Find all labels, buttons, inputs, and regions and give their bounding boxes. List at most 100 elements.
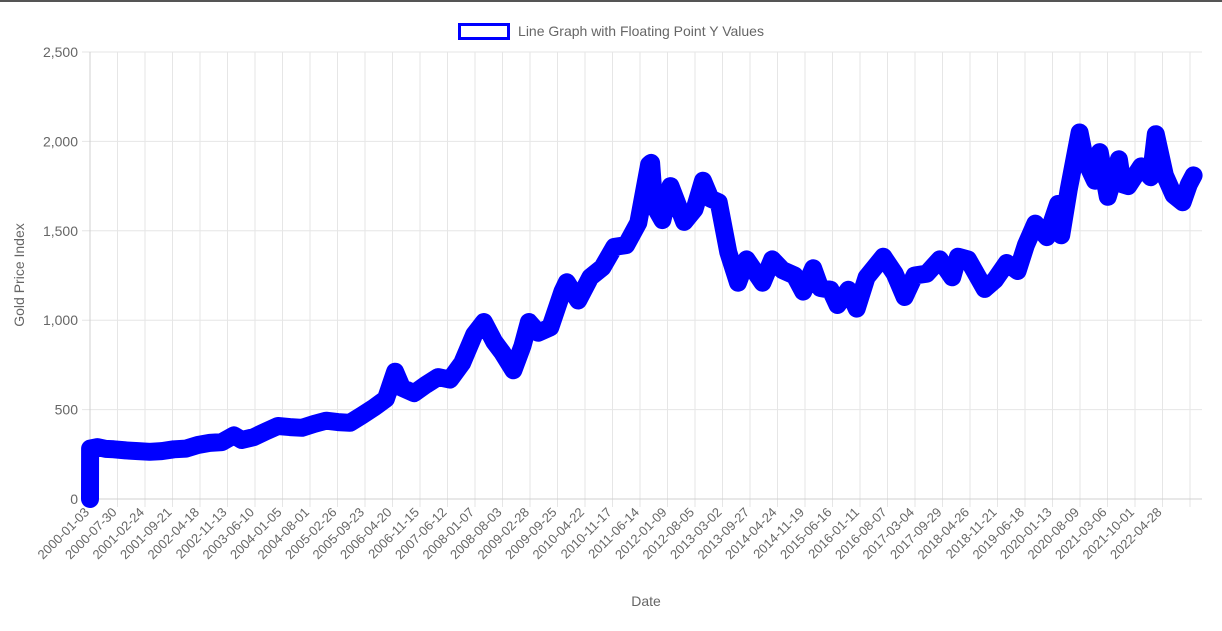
data-point[interactable]	[467, 327, 482, 342]
data-point[interactable]	[1061, 182, 1076, 197]
data-point[interactable]	[543, 320, 558, 335]
data-point[interactable]	[202, 435, 217, 450]
data-point[interactable]	[731, 275, 745, 290]
data-point[interactable]	[246, 430, 261, 445]
data-point[interactable]	[106, 442, 121, 457]
data-point[interactable]	[755, 275, 770, 290]
data-point[interactable]	[787, 268, 802, 283]
data-point[interactable]	[142, 444, 157, 459]
data-point[interactable]	[711, 195, 726, 210]
data-point[interactable]	[897, 290, 912, 304]
data-point[interactable]	[571, 293, 586, 308]
data-point[interactable]	[431, 370, 445, 385]
data-point[interactable]	[655, 213, 670, 228]
data-point[interactable]	[270, 419, 285, 433]
data-point[interactable]	[1039, 230, 1054, 245]
data-point[interactable]	[859, 270, 874, 285]
data-point[interactable]	[307, 416, 322, 431]
data-point[interactable]	[367, 400, 382, 415]
data-point[interactable]	[765, 252, 780, 267]
data-point[interactable]	[378, 391, 393, 406]
data-point[interactable]	[1054, 228, 1069, 243]
data-point[interactable]	[932, 252, 947, 267]
data-point[interactable]	[1028, 216, 1043, 231]
data-point[interactable]	[631, 215, 646, 230]
data-point[interactable]	[583, 270, 598, 285]
data-point[interactable]	[1157, 168, 1172, 183]
data-point[interactable]	[388, 364, 403, 379]
data-point[interactable]	[476, 315, 491, 329]
data-point[interactable]	[166, 442, 181, 457]
data-point[interactable]	[1087, 173, 1102, 188]
data-point[interactable]	[118, 443, 133, 458]
data-point[interactable]	[487, 334, 502, 349]
data-point[interactable]	[796, 284, 811, 299]
data-point[interactable]	[1148, 127, 1163, 142]
data-point[interactable]	[1077, 152, 1092, 167]
data-point[interactable]	[83, 492, 97, 506]
data-point[interactable]	[1092, 145, 1107, 160]
data-point[interactable]	[595, 260, 610, 275]
data-point[interactable]	[407, 386, 422, 401]
data-point[interactable]	[1121, 179, 1136, 194]
data-point[interactable]	[1134, 159, 1149, 174]
data-point[interactable]	[234, 433, 249, 447]
data-point[interactable]	[907, 268, 922, 283]
data-point[interactable]	[395, 380, 409, 395]
data-point[interactable]	[647, 198, 662, 213]
data-point[interactable]	[1051, 197, 1065, 211]
data-point[interactable]	[319, 413, 334, 428]
data-point[interactable]	[806, 261, 821, 276]
data-point[interactable]	[919, 266, 934, 281]
data-point[interactable]	[687, 202, 702, 217]
data-point[interactable]	[258, 424, 273, 439]
data-point[interactable]	[945, 270, 960, 285]
data-point[interactable]	[443, 372, 457, 387]
data-point[interactable]	[355, 408, 370, 423]
data-point[interactable]	[999, 256, 1014, 270]
data-point[interactable]	[739, 252, 754, 267]
data-point[interactable]	[1111, 152, 1126, 167]
data-point[interactable]	[987, 273, 1002, 287]
data-point[interactable]	[663, 179, 678, 194]
data-point[interactable]	[830, 298, 845, 312]
data-point[interactable]	[190, 438, 205, 452]
data-point[interactable]	[495, 345, 510, 360]
data-point[interactable]	[330, 415, 345, 430]
data-point[interactable]	[849, 301, 864, 316]
data-point[interactable]	[1175, 195, 1190, 210]
data-point[interactable]	[282, 420, 297, 435]
data-point[interactable]	[1010, 264, 1025, 278]
data-point[interactable]	[619, 238, 634, 253]
data-point[interactable]	[841, 282, 856, 297]
data-point[interactable]	[644, 155, 659, 170]
data-point[interactable]	[295, 420, 309, 435]
data-point[interactable]	[1018, 238, 1033, 253]
data-point[interactable]	[531, 325, 546, 340]
data-point[interactable]	[775, 263, 790, 278]
data-point[interactable]	[1186, 168, 1201, 183]
data-point[interactable]	[559, 275, 574, 290]
data-point[interactable]	[521, 315, 536, 329]
data-point[interactable]	[961, 252, 975, 267]
legend[interactable]: Line Graph with Floating Point Y Values	[0, 20, 1222, 42]
data-point[interactable]	[977, 281, 992, 296]
data-point[interactable]	[1072, 125, 1087, 140]
data-point[interactable]	[214, 435, 229, 450]
data-point[interactable]	[721, 245, 736, 260]
data-point[interactable]	[876, 249, 891, 264]
data-point[interactable]	[130, 444, 145, 459]
data-point[interactable]	[178, 441, 193, 456]
data-point[interactable]	[506, 363, 521, 378]
data-point[interactable]	[823, 282, 838, 297]
data-point[interactable]	[696, 173, 710, 188]
data-point[interactable]	[1100, 189, 1115, 204]
data-point[interactable]	[887, 266, 902, 281]
data-point[interactable]	[677, 214, 692, 229]
data-point[interactable]	[515, 339, 530, 354]
data-point[interactable]	[607, 239, 622, 254]
data-point[interactable]	[1143, 170, 1158, 185]
data-point[interactable]	[455, 356, 470, 371]
data-point[interactable]	[154, 444, 169, 459]
